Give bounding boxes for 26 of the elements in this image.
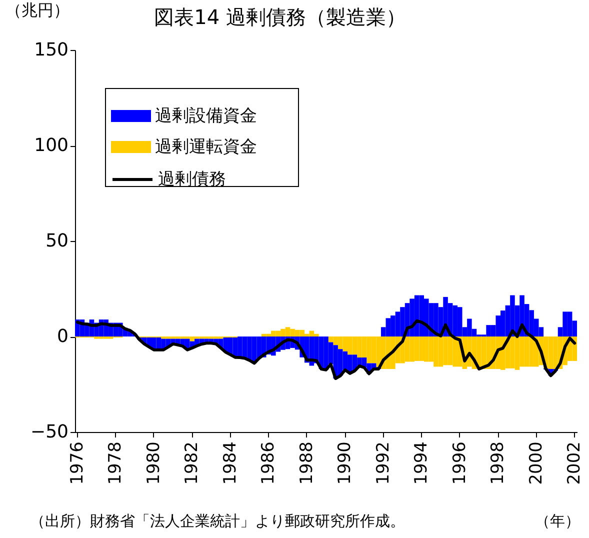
text: （出所）財務省「法人企業統計」より郵政研究所作成。: [30, 512, 405, 531]
x-tick-label: 1976: [67, 442, 88, 485]
y-tick-label: 150: [34, 40, 68, 60]
x-tick-label: 1978: [106, 442, 126, 485]
legend-label: 過剰設備資金: [155, 106, 257, 126]
x-axis-title: （年）: [535, 512, 580, 531]
x-tick-label: 1998: [488, 442, 508, 485]
y-tick-label: 0: [57, 326, 68, 347]
x-tick-label: 2002: [564, 442, 585, 485]
y-tick-label: 100: [34, 135, 68, 156]
x-tick-label: 1982: [182, 442, 202, 485]
x-tick-label: 1992: [373, 442, 394, 485]
y-tick-label: 50: [46, 230, 68, 252]
y-axis-title: （兆円）: [6, 0, 70, 20]
x-tick-label: 1994: [412, 442, 432, 485]
y-tick-label: −50: [30, 422, 68, 442]
x-tick-label: 1986: [258, 442, 279, 485]
x-tick-label: 1984: [220, 442, 240, 485]
chart-title: 図表14 過剰債務（製造業）: [153, 4, 407, 31]
x-tick-label: 2000: [526, 442, 546, 485]
legend-label: 過剰債務: [158, 170, 226, 190]
legend-label: 過剰運転資金: [155, 137, 257, 157]
x-tick-label: 1980: [144, 442, 164, 485]
x-tick-label: 1988: [296, 442, 317, 485]
x-tick-label: 1996: [450, 442, 470, 485]
x-tick-label: 1990: [335, 442, 356, 485]
